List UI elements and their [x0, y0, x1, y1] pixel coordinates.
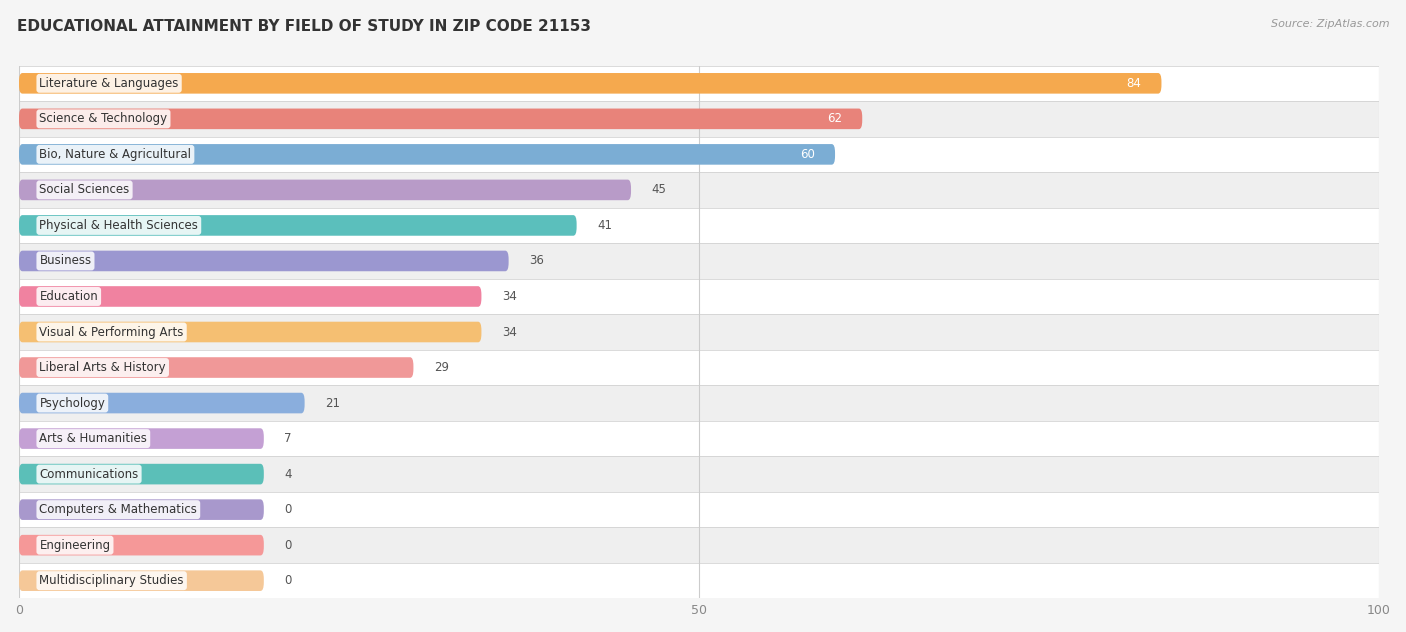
FancyBboxPatch shape	[20, 570, 264, 591]
Text: 41: 41	[598, 219, 612, 232]
FancyBboxPatch shape	[20, 535, 264, 556]
FancyBboxPatch shape	[20, 144, 835, 165]
Text: 29: 29	[434, 361, 449, 374]
Bar	[20, 208, 1379, 243]
FancyBboxPatch shape	[20, 251, 509, 271]
Text: 21: 21	[325, 396, 340, 410]
Text: Physical & Health Sciences: Physical & Health Sciences	[39, 219, 198, 232]
Bar	[20, 172, 1379, 208]
FancyBboxPatch shape	[20, 392, 305, 413]
Bar	[20, 421, 1379, 456]
FancyBboxPatch shape	[20, 286, 481, 307]
Bar	[20, 563, 1379, 599]
Text: Communications: Communications	[39, 468, 139, 480]
Text: Business: Business	[39, 255, 91, 267]
Text: Computers & Mathematics: Computers & Mathematics	[39, 503, 197, 516]
Text: Science & Technology: Science & Technology	[39, 112, 167, 125]
Text: 45: 45	[651, 183, 666, 197]
Text: 34: 34	[502, 290, 516, 303]
Text: 0: 0	[284, 503, 291, 516]
Text: Arts & Humanities: Arts & Humanities	[39, 432, 148, 445]
FancyBboxPatch shape	[20, 428, 264, 449]
Text: EDUCATIONAL ATTAINMENT BY FIELD OF STUDY IN ZIP CODE 21153: EDUCATIONAL ATTAINMENT BY FIELD OF STUDY…	[17, 19, 591, 34]
Text: Engineering: Engineering	[39, 538, 111, 552]
Text: Social Sciences: Social Sciences	[39, 183, 129, 197]
Bar	[20, 314, 1379, 349]
Text: Source: ZipAtlas.com: Source: ZipAtlas.com	[1271, 19, 1389, 29]
Bar	[20, 456, 1379, 492]
FancyBboxPatch shape	[20, 215, 576, 236]
FancyBboxPatch shape	[20, 73, 1161, 94]
Text: Psychology: Psychology	[39, 396, 105, 410]
Text: Literature & Languages: Literature & Languages	[39, 77, 179, 90]
FancyBboxPatch shape	[20, 357, 413, 378]
Text: 62: 62	[827, 112, 842, 125]
Text: Multidisciplinary Studies: Multidisciplinary Studies	[39, 574, 184, 587]
Text: 0: 0	[284, 538, 291, 552]
Bar	[20, 101, 1379, 137]
FancyBboxPatch shape	[20, 109, 862, 129]
Bar	[20, 66, 1379, 101]
Text: 60: 60	[800, 148, 814, 161]
Text: Bio, Nature & Agricultural: Bio, Nature & Agricultural	[39, 148, 191, 161]
Bar	[20, 349, 1379, 386]
Bar	[20, 279, 1379, 314]
Bar	[20, 386, 1379, 421]
FancyBboxPatch shape	[20, 499, 264, 520]
Text: 36: 36	[529, 255, 544, 267]
FancyBboxPatch shape	[20, 322, 481, 343]
Bar	[20, 527, 1379, 563]
Text: Education: Education	[39, 290, 98, 303]
Bar	[20, 137, 1379, 172]
Text: 7: 7	[284, 432, 291, 445]
Bar	[20, 492, 1379, 527]
Text: 4: 4	[284, 468, 291, 480]
Text: 0: 0	[284, 574, 291, 587]
Bar	[20, 243, 1379, 279]
Text: 34: 34	[502, 325, 516, 339]
Text: Liberal Arts & History: Liberal Arts & History	[39, 361, 166, 374]
FancyBboxPatch shape	[20, 179, 631, 200]
Text: Visual & Performing Arts: Visual & Performing Arts	[39, 325, 184, 339]
Text: 84: 84	[1126, 77, 1142, 90]
FancyBboxPatch shape	[20, 464, 264, 484]
